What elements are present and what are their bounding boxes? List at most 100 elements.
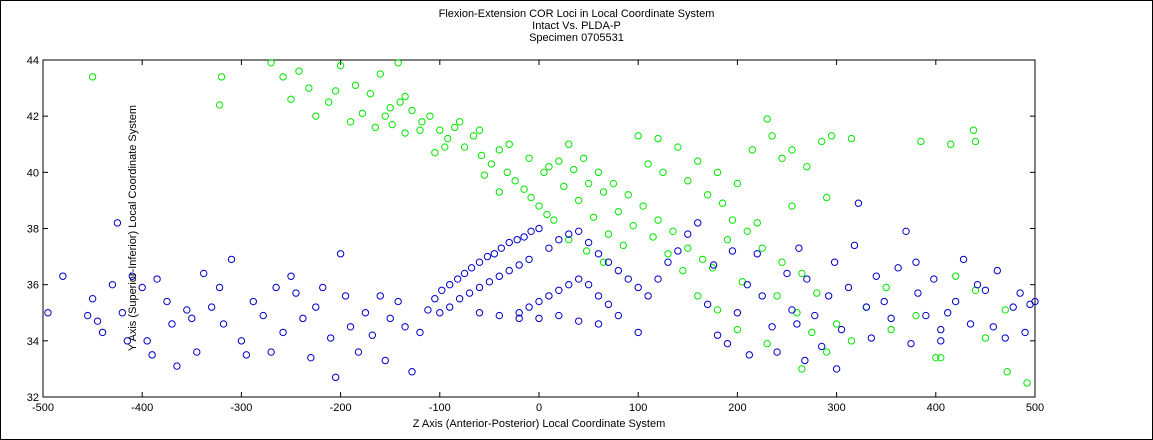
data-point (527, 227, 535, 236)
data-point (773, 292, 781, 300)
data-point (654, 216, 662, 224)
data-point (346, 118, 355, 126)
data-point (305, 84, 313, 92)
data-point (495, 188, 504, 196)
data-point (887, 314, 895, 323)
data-point (242, 351, 251, 359)
y-tick-label: 32 (27, 392, 39, 404)
data-point (543, 210, 551, 219)
data-point (803, 163, 811, 171)
data-point (259, 311, 267, 320)
data-point (574, 317, 583, 325)
data-point (824, 292, 833, 300)
data-point (850, 241, 859, 250)
data-point (594, 168, 603, 177)
data-point (973, 280, 982, 289)
data-point (431, 295, 439, 303)
x-tick-label: 500 (1026, 402, 1044, 414)
data-point (394, 59, 402, 67)
data-point (312, 112, 320, 120)
data-point (287, 272, 295, 280)
data-point (88, 295, 97, 303)
data-point (609, 179, 618, 188)
data-point (336, 61, 345, 70)
data-point (753, 219, 761, 227)
data-point (113, 219, 122, 227)
data-point (361, 309, 370, 317)
data-point (495, 146, 504, 154)
data-point (215, 283, 224, 292)
data-point (535, 202, 543, 210)
data-point (629, 221, 637, 230)
data-point (679, 266, 687, 275)
data-point (664, 258, 672, 266)
data-point (604, 230, 613, 238)
data-point (287, 95, 295, 104)
data-point (555, 236, 563, 244)
data-point (424, 306, 432, 314)
data-point (882, 283, 890, 292)
data-point (351, 81, 360, 89)
data-point (713, 306, 722, 314)
data-point (694, 157, 702, 165)
data-point (515, 261, 523, 269)
data-point (418, 118, 426, 126)
y-tick-label: 44 (27, 55, 39, 67)
data-point (584, 179, 593, 188)
data-point (469, 132, 478, 140)
data-point (555, 311, 563, 320)
data-point (930, 275, 938, 283)
data-point (944, 309, 952, 317)
chart-subtitle-1: Intact Vs. PLDA-P (532, 20, 621, 32)
data-point (723, 236, 732, 244)
data-point (455, 295, 464, 303)
data-point (801, 356, 809, 365)
data-point (436, 309, 444, 317)
data-point (922, 311, 930, 320)
data-point (803, 275, 811, 283)
data-point (436, 126, 444, 134)
data-point (426, 112, 434, 120)
data-point (331, 87, 340, 95)
data-point (981, 334, 990, 342)
data-point (483, 252, 492, 261)
data-point (331, 373, 340, 382)
data-point (416, 328, 424, 337)
x-tick-label: 400 (927, 402, 945, 414)
data-point (684, 230, 692, 238)
data-point (503, 168, 511, 177)
data-point (703, 191, 712, 199)
data-point (545, 244, 553, 252)
data-point (579, 154, 588, 162)
data-point (887, 325, 895, 334)
data-point (644, 292, 652, 300)
data-point (460, 269, 469, 278)
data-point (818, 137, 826, 146)
data-point (219, 320, 228, 328)
data-point (880, 297, 888, 306)
data-point (718, 199, 727, 207)
data-point (215, 101, 224, 109)
data-point (565, 236, 573, 244)
data-point (227, 255, 236, 264)
data-point (582, 247, 591, 255)
data-point (128, 272, 136, 280)
data-point (778, 258, 786, 266)
x-tick-label: 300 (827, 402, 845, 414)
data-point (634, 283, 642, 292)
data-point (495, 272, 504, 280)
data-point (446, 303, 454, 311)
data-point (624, 275, 632, 283)
x-tick-label: -500 (32, 402, 54, 414)
data-point (396, 98, 404, 106)
data-point (798, 269, 806, 278)
data-point (818, 342, 826, 351)
data-point (584, 238, 593, 247)
data-point (455, 118, 464, 126)
data-point (193, 348, 201, 356)
data-point (267, 59, 275, 67)
data-point (292, 289, 300, 297)
data-point (1021, 328, 1029, 337)
data-point (713, 331, 722, 339)
